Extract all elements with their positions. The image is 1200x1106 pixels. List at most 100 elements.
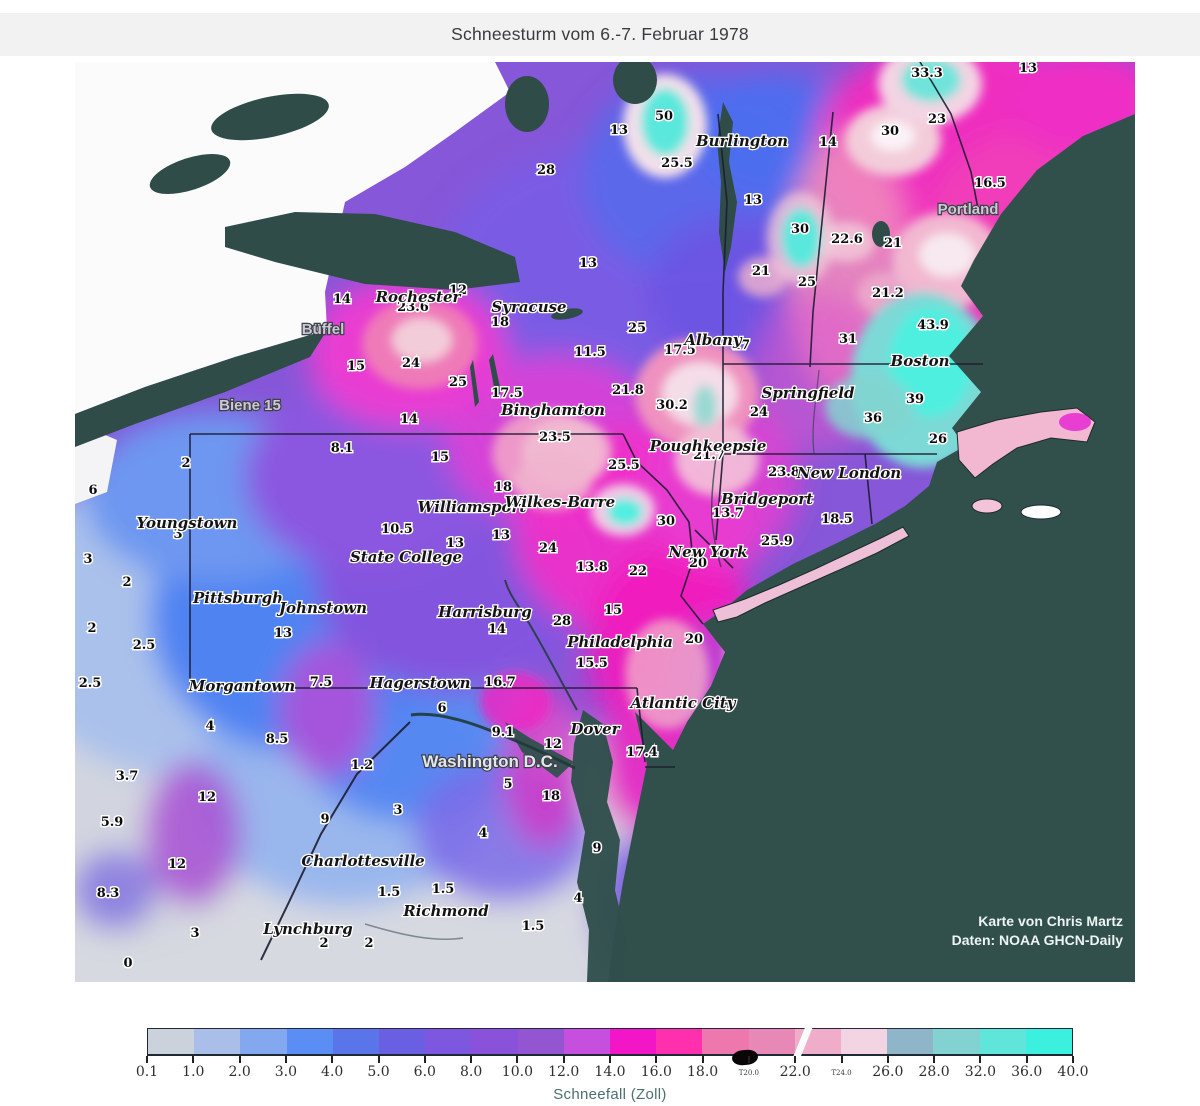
map-value-label: 25 bbox=[449, 375, 467, 390]
map-city-label: Portland bbox=[938, 201, 999, 218]
map-value-label: 10.5 bbox=[381, 522, 413, 537]
map-value-label: 23.8 bbox=[768, 465, 800, 480]
map-value-label: 30 bbox=[791, 222, 809, 237]
map-value-label: 14 bbox=[488, 622, 506, 637]
map-city-label: Williamsport bbox=[418, 498, 527, 516]
map-value-label: 28 bbox=[537, 163, 555, 178]
legend-tick-mark bbox=[933, 1056, 936, 1063]
legend-tick-mark bbox=[331, 1056, 334, 1063]
snowfall-maxima bbox=[362, 44, 1002, 732]
map-city-label: Morgantown bbox=[188, 677, 295, 695]
map-city-label: Johnstown bbox=[276, 599, 367, 617]
legend-color-segment bbox=[979, 1029, 1026, 1054]
map-value-label: 18 bbox=[494, 480, 512, 495]
map-value-label: 3.7 bbox=[116, 769, 139, 784]
map-value-label: 3 bbox=[173, 527, 182, 542]
legend-colorbar bbox=[147, 1024, 1073, 1067]
legend-color-segment bbox=[332, 1029, 380, 1054]
legend-tick-label: 32.0 bbox=[964, 1064, 996, 1080]
legend-color-segment bbox=[563, 1029, 611, 1054]
map-value-label: 0 bbox=[123, 956, 132, 971]
map-city-label: Büffel bbox=[302, 321, 345, 338]
legend-color-segment bbox=[425, 1029, 472, 1054]
map-value-label: 15 bbox=[347, 359, 365, 374]
map-city-label: Rochester bbox=[375, 288, 462, 306]
map-value-label: 11.5 bbox=[574, 345, 606, 360]
legend-tick-label: 5.0 bbox=[367, 1064, 390, 1080]
map-value-label: 15.5 bbox=[576, 656, 608, 671]
legend-tick-label: 18.0 bbox=[687, 1064, 719, 1080]
map-value-label: 13 bbox=[579, 256, 597, 271]
map-city-label: Wilkes-Barre bbox=[505, 493, 615, 511]
map-value-label: 4 bbox=[205, 719, 214, 734]
lakes bbox=[75, 56, 890, 447]
map-city-label: State College bbox=[350, 548, 462, 566]
legend-tick-mark bbox=[1072, 1056, 1074, 1063]
map-value-label: 2 bbox=[122, 575, 131, 590]
title-bar: Schneesturm vom 6.-7. Februar 1978 bbox=[0, 13, 1200, 56]
map-value-label: 2.5 bbox=[79, 676, 102, 691]
map-value-label: 18.5 bbox=[821, 512, 853, 527]
map-value-label: 18 bbox=[491, 315, 509, 330]
map-value-label: 25 bbox=[628, 321, 646, 336]
legend-color-segment bbox=[1025, 1029, 1073, 1054]
map-value-label: 13.7 bbox=[712, 506, 744, 521]
map-value-label: 25.9 bbox=[761, 534, 793, 549]
legend-tick-mark bbox=[146, 1056, 148, 1063]
map-value-label: 28 bbox=[553, 614, 571, 629]
legend-axis-label: Schneefall (Zoll) bbox=[553, 1086, 667, 1103]
legend-tick-label: 12.0 bbox=[548, 1064, 580, 1080]
map-value-label: 8.3 bbox=[97, 886, 120, 901]
map-value-label: 5 bbox=[503, 777, 512, 792]
legend-tick-mark bbox=[747, 1056, 750, 1063]
map-value-label: 4 bbox=[573, 891, 582, 906]
map-value-label: 50 bbox=[655, 109, 673, 124]
legend-color-segment bbox=[933, 1029, 980, 1054]
map-value-label: 13 bbox=[1019, 62, 1037, 76]
map-value-label: 22 bbox=[629, 564, 647, 579]
map-value-label: 15 bbox=[431, 450, 449, 465]
map-value-label: 24 bbox=[750, 405, 768, 420]
rivers bbox=[364, 369, 820, 940]
map-value-label: 30 bbox=[881, 124, 899, 139]
map-value-label: 21 bbox=[884, 236, 902, 251]
legend-tick-label: 8.0 bbox=[459, 1064, 483, 1080]
island-marthas-vineyard bbox=[971, 498, 1003, 514]
map-city-label: New York bbox=[667, 543, 747, 561]
legend-color-segment bbox=[841, 1029, 888, 1054]
map-value-label: 5.9 bbox=[101, 815, 124, 830]
map-value-label: 25.5 bbox=[608, 458, 640, 473]
map-value-label: 12 bbox=[449, 283, 467, 298]
legend-color-segment bbox=[194, 1029, 241, 1054]
legend-tick-label: 0.1 bbox=[135, 1064, 159, 1080]
map-value-label: 21.2 bbox=[872, 286, 904, 301]
map-city-label: Lynchburg bbox=[262, 920, 352, 938]
map-value-label: 13 bbox=[744, 193, 762, 208]
map-value-label: 24 bbox=[539, 541, 557, 556]
map-city-label: Biene 15 bbox=[219, 397, 281, 414]
legend-tick-mark bbox=[377, 1056, 380, 1063]
map-value-label: 16.7 bbox=[484, 675, 516, 690]
legend-color-segment bbox=[148, 1029, 195, 1054]
legend-tick-mark bbox=[423, 1056, 426, 1063]
map-city-label: New London bbox=[796, 464, 901, 482]
map-value-label: 36 bbox=[864, 411, 882, 426]
map-value-label: 31 bbox=[839, 332, 857, 347]
legend: 0.1 1.0 2.0 3.0 4.0 5.0 6.0 8.0 10.0 12.0 14.0 16.0… bbox=[136, 1024, 1089, 1103]
legend-tick-label: T20.0 bbox=[738, 1069, 760, 1077]
map-city-label: Richmond bbox=[402, 902, 489, 920]
island-nantucket bbox=[1020, 504, 1062, 520]
map-city-label: Poughkeepsie bbox=[649, 437, 767, 455]
legend-tick-label: 1.0 bbox=[182, 1064, 205, 1080]
map-value-label: 2 bbox=[319, 936, 328, 951]
map-value-label: 9 bbox=[592, 841, 601, 856]
map-city-label: Charlottesville bbox=[301, 852, 424, 870]
legend-color-segment bbox=[240, 1029, 287, 1054]
map-city-label: Youngstown bbox=[137, 514, 238, 532]
map-value-label: 7.5 bbox=[310, 675, 333, 690]
map-value-label: 13 bbox=[274, 626, 292, 641]
legend-tick-label: 10.0 bbox=[501, 1064, 533, 1080]
legend-tick-mark bbox=[886, 1056, 889, 1063]
map-value-label: 1.5 bbox=[522, 919, 545, 934]
